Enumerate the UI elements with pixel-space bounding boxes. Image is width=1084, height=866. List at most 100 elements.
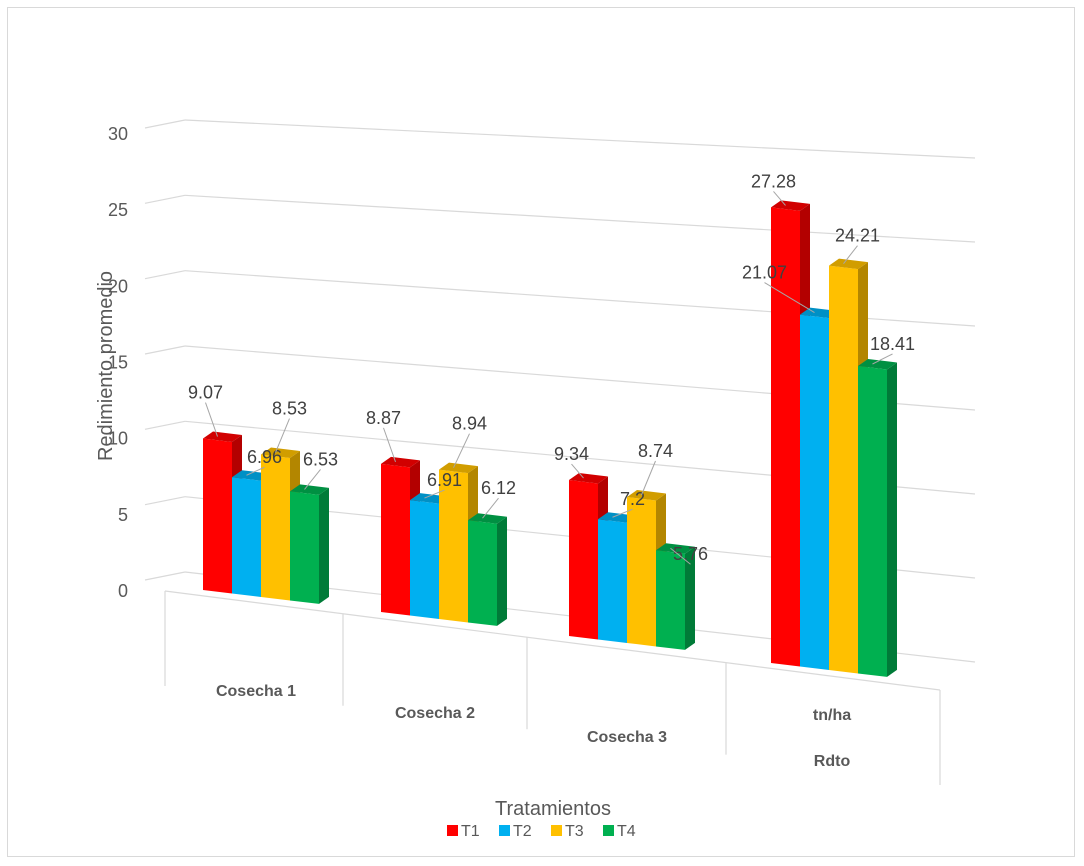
data-label-T3: 8.53 xyxy=(272,399,307,419)
leader-line xyxy=(205,402,218,437)
category-label: Cosecha 2 xyxy=(395,705,475,722)
data-label-T1: 9.34 xyxy=(554,444,589,464)
leader-line xyxy=(670,547,691,565)
gridline-stub xyxy=(144,119,186,129)
bar-T3-top xyxy=(627,490,666,501)
data-label-T1: 27.28 xyxy=(751,171,796,191)
data-label-T3: 24.21 xyxy=(835,226,880,246)
bar-T2-front xyxy=(232,477,261,597)
legend-label-T2: T2 xyxy=(513,823,532,840)
data-label-T1: 9.07 xyxy=(188,383,223,403)
bar-T4-front xyxy=(468,520,497,626)
bar-T1-top xyxy=(569,473,608,484)
bar-T1-top xyxy=(771,200,810,211)
bar-T4-top xyxy=(858,358,897,370)
legend-label-T1: T1 xyxy=(461,823,480,840)
y-axis-title: Redimiento promedio xyxy=(95,271,117,461)
bar-T4-front xyxy=(290,491,319,604)
y-tick-label: 15 xyxy=(108,353,128,373)
bar-T1-front xyxy=(771,207,800,667)
gridline-stub xyxy=(144,571,186,581)
bar-T4-top xyxy=(468,513,507,524)
category-label: Cosecha 1 xyxy=(216,683,296,700)
bar-T4-side xyxy=(497,516,507,626)
leader-line xyxy=(843,245,858,264)
bar-T1-top xyxy=(203,431,242,443)
bar-T4-front xyxy=(858,365,887,677)
bar-T3-top xyxy=(261,447,300,458)
leader-line xyxy=(571,463,584,479)
category-label: tn/ha xyxy=(813,707,851,724)
leader-line xyxy=(872,353,893,365)
data-label-T2: 21.07 xyxy=(742,263,787,283)
data-label-T4: 18.41 xyxy=(870,334,915,354)
category-group-label: Rdto xyxy=(814,753,851,770)
y-tick-label: 5 xyxy=(118,505,128,525)
bar-T3-top xyxy=(439,462,478,474)
category-axis: Cosecha 1 Cosecha 2 Cosecha 3 tn/ha Rdto xyxy=(164,590,941,785)
bar-T4-side xyxy=(685,546,695,650)
bar-T3-top xyxy=(829,258,868,270)
data-label-T3: 8.94 xyxy=(452,414,487,434)
data-label-T2: 6.96 xyxy=(247,447,282,467)
legend-swatch-T1 xyxy=(447,825,458,836)
gridline-stub xyxy=(144,270,186,280)
bar-T2-front xyxy=(598,519,627,643)
y-tick-label: 25 xyxy=(108,200,128,220)
y-axis-ticks: 0 5 10 15 20 25 30 xyxy=(108,124,128,601)
gridline-stub xyxy=(144,420,186,430)
data-label-T2: 6.91 xyxy=(427,470,462,490)
leader-line xyxy=(383,427,396,463)
gridline-stub xyxy=(144,194,186,204)
data-labels: 9.07 6.96 8.53 6.53 8.87 6.91 8.94 6.12 9.34 7.2 8… xyxy=(188,171,915,565)
y-tick-label: 0 xyxy=(118,581,128,601)
bar-T1-front xyxy=(381,463,410,616)
leader-line xyxy=(246,466,265,476)
bar-T3-front xyxy=(439,469,468,623)
leader-line xyxy=(453,433,470,468)
data-label-T4: 5.76 xyxy=(673,544,708,564)
data-label-T2: 7.2 xyxy=(620,489,645,509)
y-tick-label: 30 xyxy=(108,124,128,144)
gridline xyxy=(184,194,976,243)
leader-line xyxy=(275,418,290,453)
legend-label-T4: T4 xyxy=(617,823,636,840)
gridline-stub xyxy=(144,496,186,506)
leader-line xyxy=(764,282,815,314)
bar-T1-front xyxy=(569,480,598,640)
data-label-T4: 6.12 xyxy=(481,478,516,498)
leader-line xyxy=(482,497,499,519)
y-tick-label: 10 xyxy=(108,429,128,449)
axis-line xyxy=(164,590,941,691)
bars xyxy=(203,200,897,677)
legend: T1 T2 T3 T4 xyxy=(447,823,636,840)
bar-T2-front xyxy=(800,314,829,670)
data-label-T3: 8.74 xyxy=(638,441,673,461)
bar-T3-front xyxy=(261,454,290,601)
legend-swatch-T3 xyxy=(551,825,562,836)
bar-T4-side xyxy=(319,487,329,604)
legend-label-T3: T3 xyxy=(565,823,584,840)
bar-T3-front xyxy=(627,497,656,647)
leader-line xyxy=(424,489,445,499)
leader-line xyxy=(304,469,321,490)
bar-T2-front xyxy=(410,500,439,619)
gridline-stub xyxy=(144,345,186,355)
legend-swatch-T2 xyxy=(499,825,510,836)
chart-frame xyxy=(7,7,1075,857)
y-tick-label: 20 xyxy=(108,276,128,296)
leader-line xyxy=(612,508,633,518)
bar-T4-top xyxy=(656,543,695,554)
gridline xyxy=(184,119,976,159)
bar-T1-top xyxy=(381,456,420,468)
data-label-T4: 6.53 xyxy=(303,449,338,469)
bar-T4-top xyxy=(290,484,329,495)
x-axis-title: Tratamientos xyxy=(495,798,611,820)
bar-T3-front xyxy=(829,265,858,674)
leader-line xyxy=(641,460,656,496)
bar-T4-side xyxy=(887,362,897,677)
bar-T4-front xyxy=(656,550,685,650)
leader-line xyxy=(773,191,786,206)
legend-swatch-T4 xyxy=(603,825,614,836)
